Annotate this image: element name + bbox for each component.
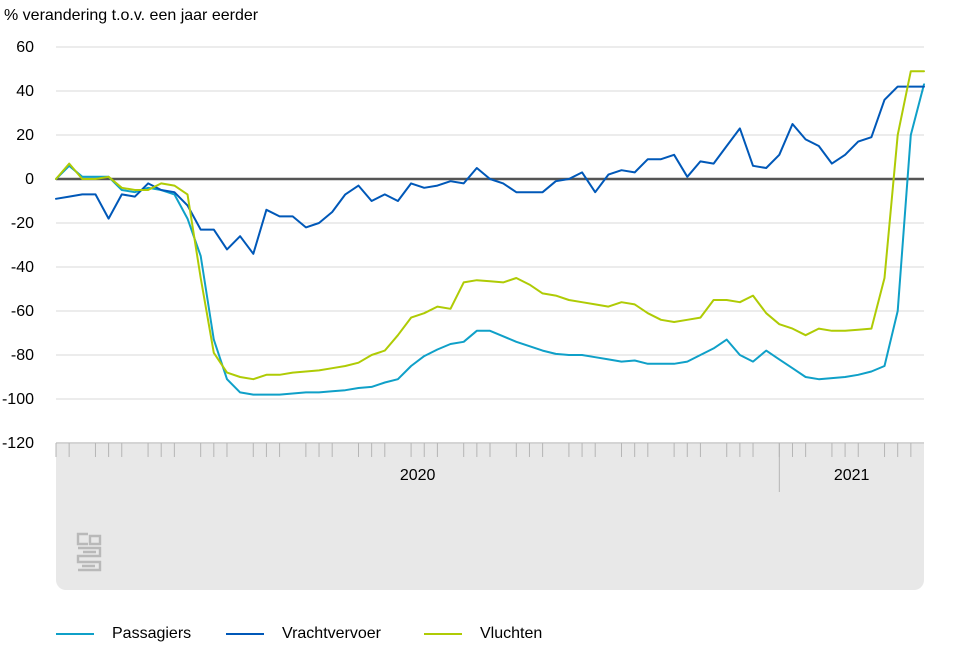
y-tick-label: -20	[11, 215, 34, 232]
line-chart: % verandering t.o.v. een jaar eerder 60 4…	[2, 7, 925, 590]
y-tick-label: -40	[11, 259, 34, 276]
source-panel	[56, 492, 924, 590]
y-tick-label: -120	[2, 435, 34, 452]
x-period-label: 2020	[400, 467, 436, 484]
legend-label-passagiers: Passagiers	[112, 625, 192, 642]
y-axis-label: % verandering t.o.v. een jaar eerder	[4, 7, 259, 24]
legend-swatch-vluchten	[424, 633, 462, 635]
legend-item-vrachtvervoer: Vrachtvervoer	[226, 624, 381, 644]
series-line-passagiers	[55, 83, 925, 396]
y-tick-label: 0	[25, 171, 34, 188]
source-panel-top-fill	[56, 492, 924, 506]
y-tick-label: -80	[11, 347, 34, 364]
series-line-vrachtvervoer	[55, 85, 925, 255]
y-tick-label: -100	[2, 391, 34, 408]
y-tick-label: 40	[16, 83, 34, 100]
legend-item-passagiers: Passagiers	[56, 624, 191, 644]
legend-swatch-vrachtvervoer	[226, 633, 264, 635]
legend-swatch-passagiers	[56, 633, 94, 635]
x-period-label: 2021	[834, 467, 870, 484]
series-line-vluchten	[55, 70, 925, 381]
legend-label-vluchten: Vluchten	[480, 625, 543, 642]
y-tick-label: 20	[16, 127, 34, 144]
y-tick-label: 60	[16, 39, 34, 56]
y-tick-label: -60	[11, 303, 34, 320]
legend-item-vluchten: Vluchten	[424, 624, 542, 644]
legend-label-vrachtvervoer: Vrachtvervoer	[282, 625, 381, 642]
cbs-logo-icon	[76, 532, 102, 572]
